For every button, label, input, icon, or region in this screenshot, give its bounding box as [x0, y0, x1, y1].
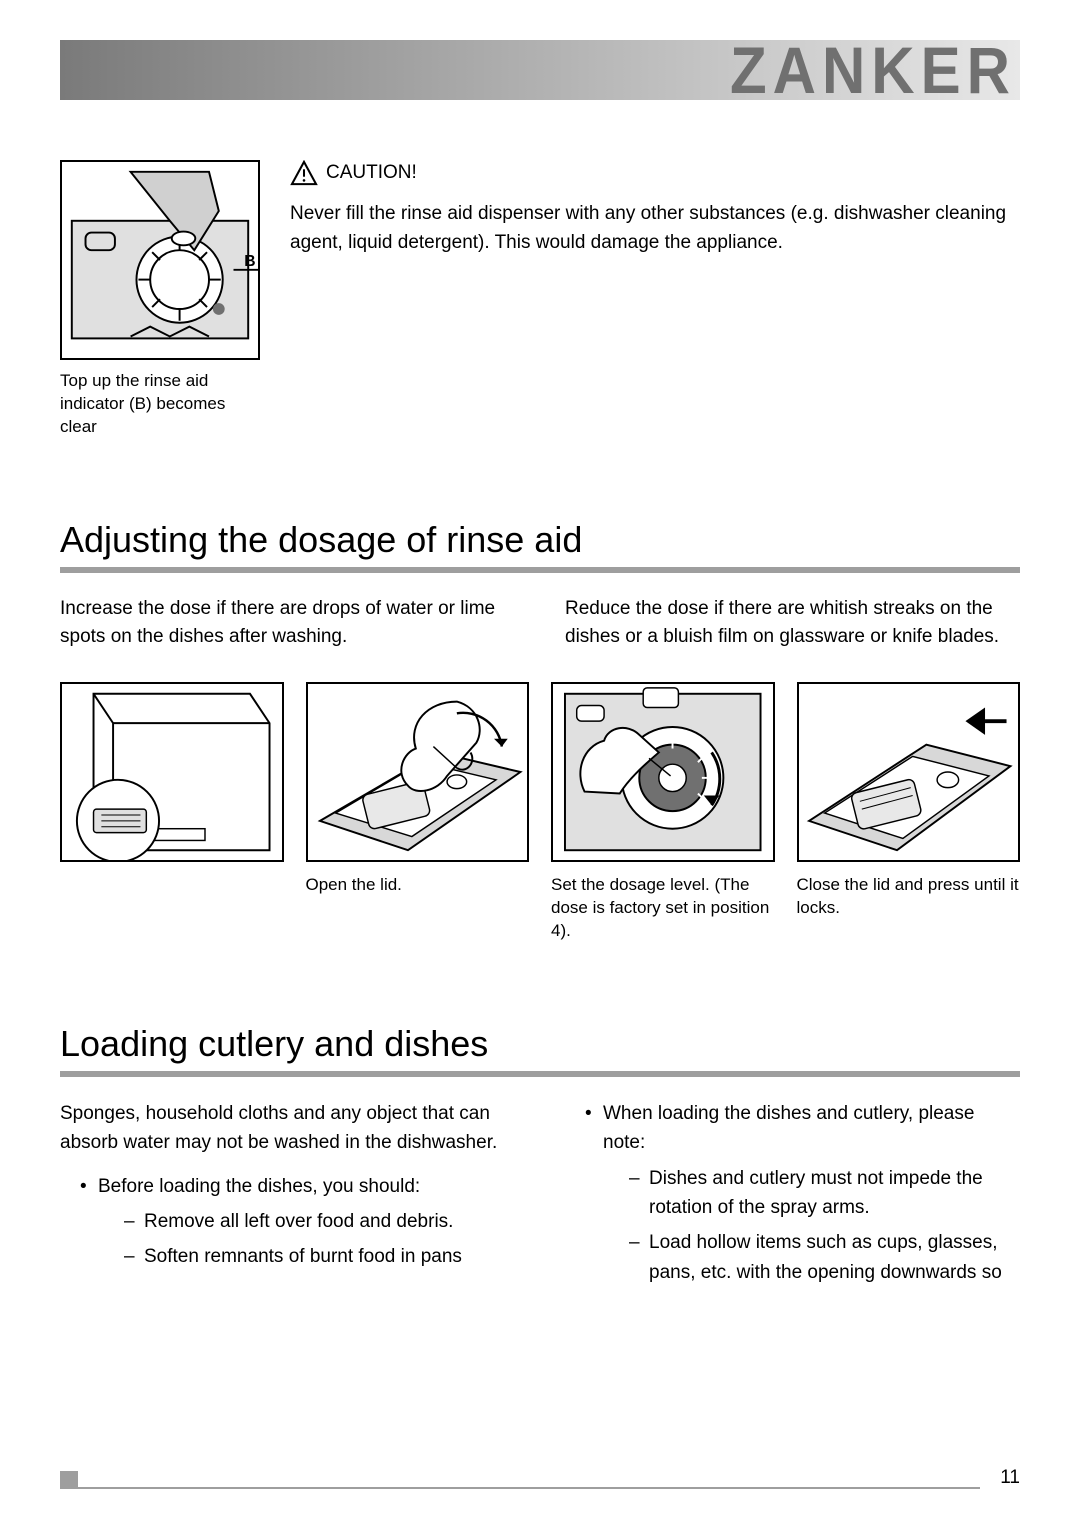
loading-left-bullet: Before loading the dishes, you should: R…	[80, 1172, 515, 1272]
dosage-increase-text: Increase the dose if there are drops of …	[60, 595, 515, 652]
page-number: 11	[1000, 1467, 1020, 1489]
header-bar: ZANKER	[60, 40, 1020, 100]
loading-intro: Sponges, household cloths and any object…	[60, 1099, 515, 1158]
label-b: B	[244, 253, 255, 270]
figure-rinse-indicator-caption: Top up the rinse aid indicator (B) becom…	[60, 370, 260, 439]
figure-caption-1: Open the lid.	[306, 874, 530, 897]
loading-left-bullet-text: Before loading the dishes, you should:	[98, 1176, 420, 1197]
caution-section: B Top up the rinse aid indicator (B) bec…	[60, 160, 1020, 439]
loading-right-bullet-text: When loading the dishes and cutlery, ple…	[603, 1103, 974, 1153]
figure-close-lid-image	[797, 682, 1021, 862]
footer-line	[78, 1487, 980, 1489]
left-dash-1: Soften remnants of burnt food in pans	[124, 1242, 515, 1271]
figure-open-lid: Open the lid.	[306, 682, 530, 943]
caution-label: CAUTION!	[326, 162, 417, 184]
brand-logo: ZANKER	[730, 32, 1020, 108]
caution-block: CAUTION! Never fill the rinse aid dispen…	[290, 160, 1020, 439]
figure-dispenser-location	[60, 682, 284, 943]
left-dash-0: Remove all left over food and debris.	[124, 1207, 515, 1236]
page-footer: 11	[60, 1467, 1020, 1489]
right-dash-1: Load hollow items such as cups, glasses,…	[629, 1228, 1020, 1287]
right-dash-0: Dishes and cutlery must not impede the r…	[629, 1164, 1020, 1223]
figure-rinse-indicator-image: B	[60, 160, 260, 360]
figure-caption-3: Close the lid and press until it locks.	[797, 874, 1021, 920]
figure-caption-2: Set the dosage level. (The dose is facto…	[551, 874, 775, 943]
figure-close-lid: Close the lid and press until it locks.	[797, 682, 1021, 943]
dosage-figure-row: Open the lid.	[60, 682, 1020, 943]
heading-adjusting-dosage: Adjusting the dosage of rinse aid	[60, 519, 1020, 561]
figure-set-dosage-image	[551, 682, 775, 862]
figure-set-dosage: Set the dosage level. (The dose is facto…	[551, 682, 775, 943]
loading-left-column: Sponges, household cloths and any object…	[60, 1099, 515, 1294]
section-rule	[60, 567, 1020, 573]
figure-open-lid-image	[306, 682, 530, 862]
caution-header: CAUTION!	[290, 160, 1020, 186]
loading-right-bullet: When loading the dishes and cutlery, ple…	[585, 1099, 1020, 1288]
dosage-reduce-text: Reduce the dose if there are whitish str…	[565, 595, 1020, 652]
section-rule-2	[60, 1071, 1020, 1077]
warning-icon	[290, 160, 318, 186]
figure-rinse-indicator: B Top up the rinse aid indicator (B) bec…	[60, 160, 260, 439]
loading-right-column: When loading the dishes and cutlery, ple…	[565, 1099, 1020, 1294]
footer-decoration	[60, 1471, 78, 1489]
heading-loading: Loading cutlery and dishes	[60, 1023, 1020, 1065]
figure-dispenser-location-image	[60, 682, 284, 862]
dosage-description: Increase the dose if there are drops of …	[60, 595, 1020, 652]
caution-text: Never fill the rinse aid dispenser with …	[290, 200, 1020, 257]
loading-content: Sponges, household cloths and any object…	[60, 1099, 1020, 1294]
